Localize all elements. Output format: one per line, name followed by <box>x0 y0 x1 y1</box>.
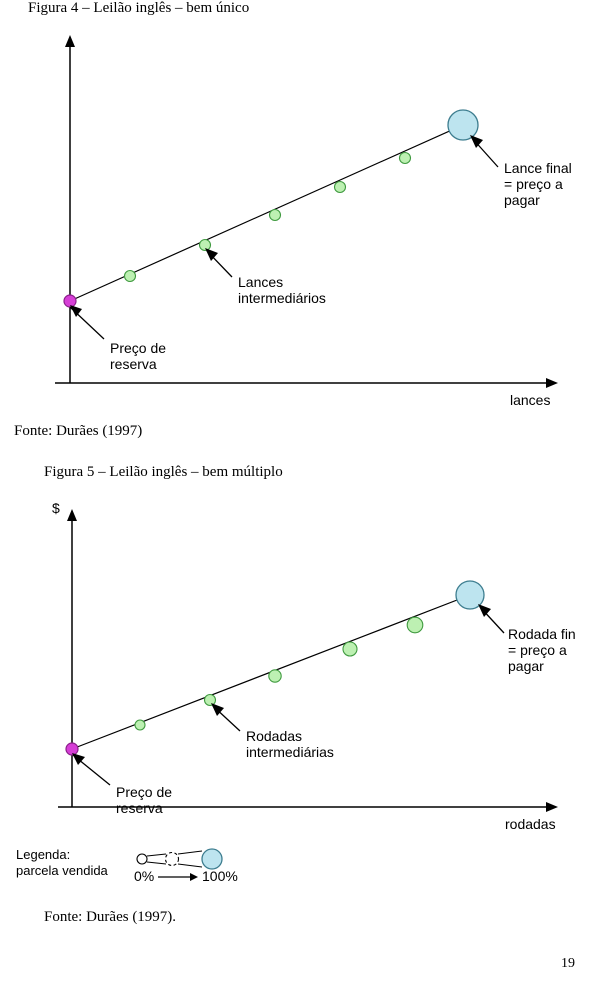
figure5-legend: Legenda:parcela vendida 0% 100% <box>16 841 575 885</box>
figure4-leaders <box>70 135 498 339</box>
svg-text:100%: 100% <box>202 868 238 884</box>
figure5-source: Fonte: Durães (1997). <box>44 909 581 926</box>
figure4-final-label: Lance final = preço a pagar <box>504 160 575 208</box>
figure5-chart: $ Preço de reserva Rodadas intermediária… <box>10 487 575 885</box>
figure4-intermediate-label: Lances intermediários <box>238 274 326 306</box>
figure4-source: Fonte: Durães (1997) <box>14 423 581 440</box>
figure5-axes <box>58 509 558 812</box>
figure5-title: Figura 5 – Leilão inglês – bem múltiplo <box>44 464 581 481</box>
page: Figura 4 – Leilão inglês – bem único <box>0 0 591 992</box>
figure5-yaxis-label: $ <box>52 500 60 516</box>
figure5-final-label: Rodada final = preço a pagar <box>508 626 575 674</box>
svg-text:0%: 0% <box>134 868 154 884</box>
figure4-chart: Preço de reserva Lances intermediários L… <box>10 23 575 413</box>
figure4-title: Figura 4 – Leilão inglês – bem único <box>28 0 581 17</box>
figure5-reserve-label: Preço de reserva <box>116 784 176 816</box>
figure5-xaxis-label: rodadas <box>505 816 556 832</box>
page-number: 19 <box>10 956 581 972</box>
figure4-xaxis-label: lances <box>510 392 550 408</box>
figure5-intermediate-label: Rodadas intermediárias <box>246 728 334 760</box>
figure4-svg: Preço de reserva Lances intermediários L… <box>10 23 575 413</box>
legend-title: Legenda:parcela vendida <box>16 847 108 880</box>
figure4-reserve-label: Preço de reserva <box>110 340 170 372</box>
figure5-svg: $ Preço de reserva Rodadas intermediária… <box>10 487 575 837</box>
figure4-axes <box>55 35 558 388</box>
legend-graphic: 0% 100% <box>122 841 322 885</box>
